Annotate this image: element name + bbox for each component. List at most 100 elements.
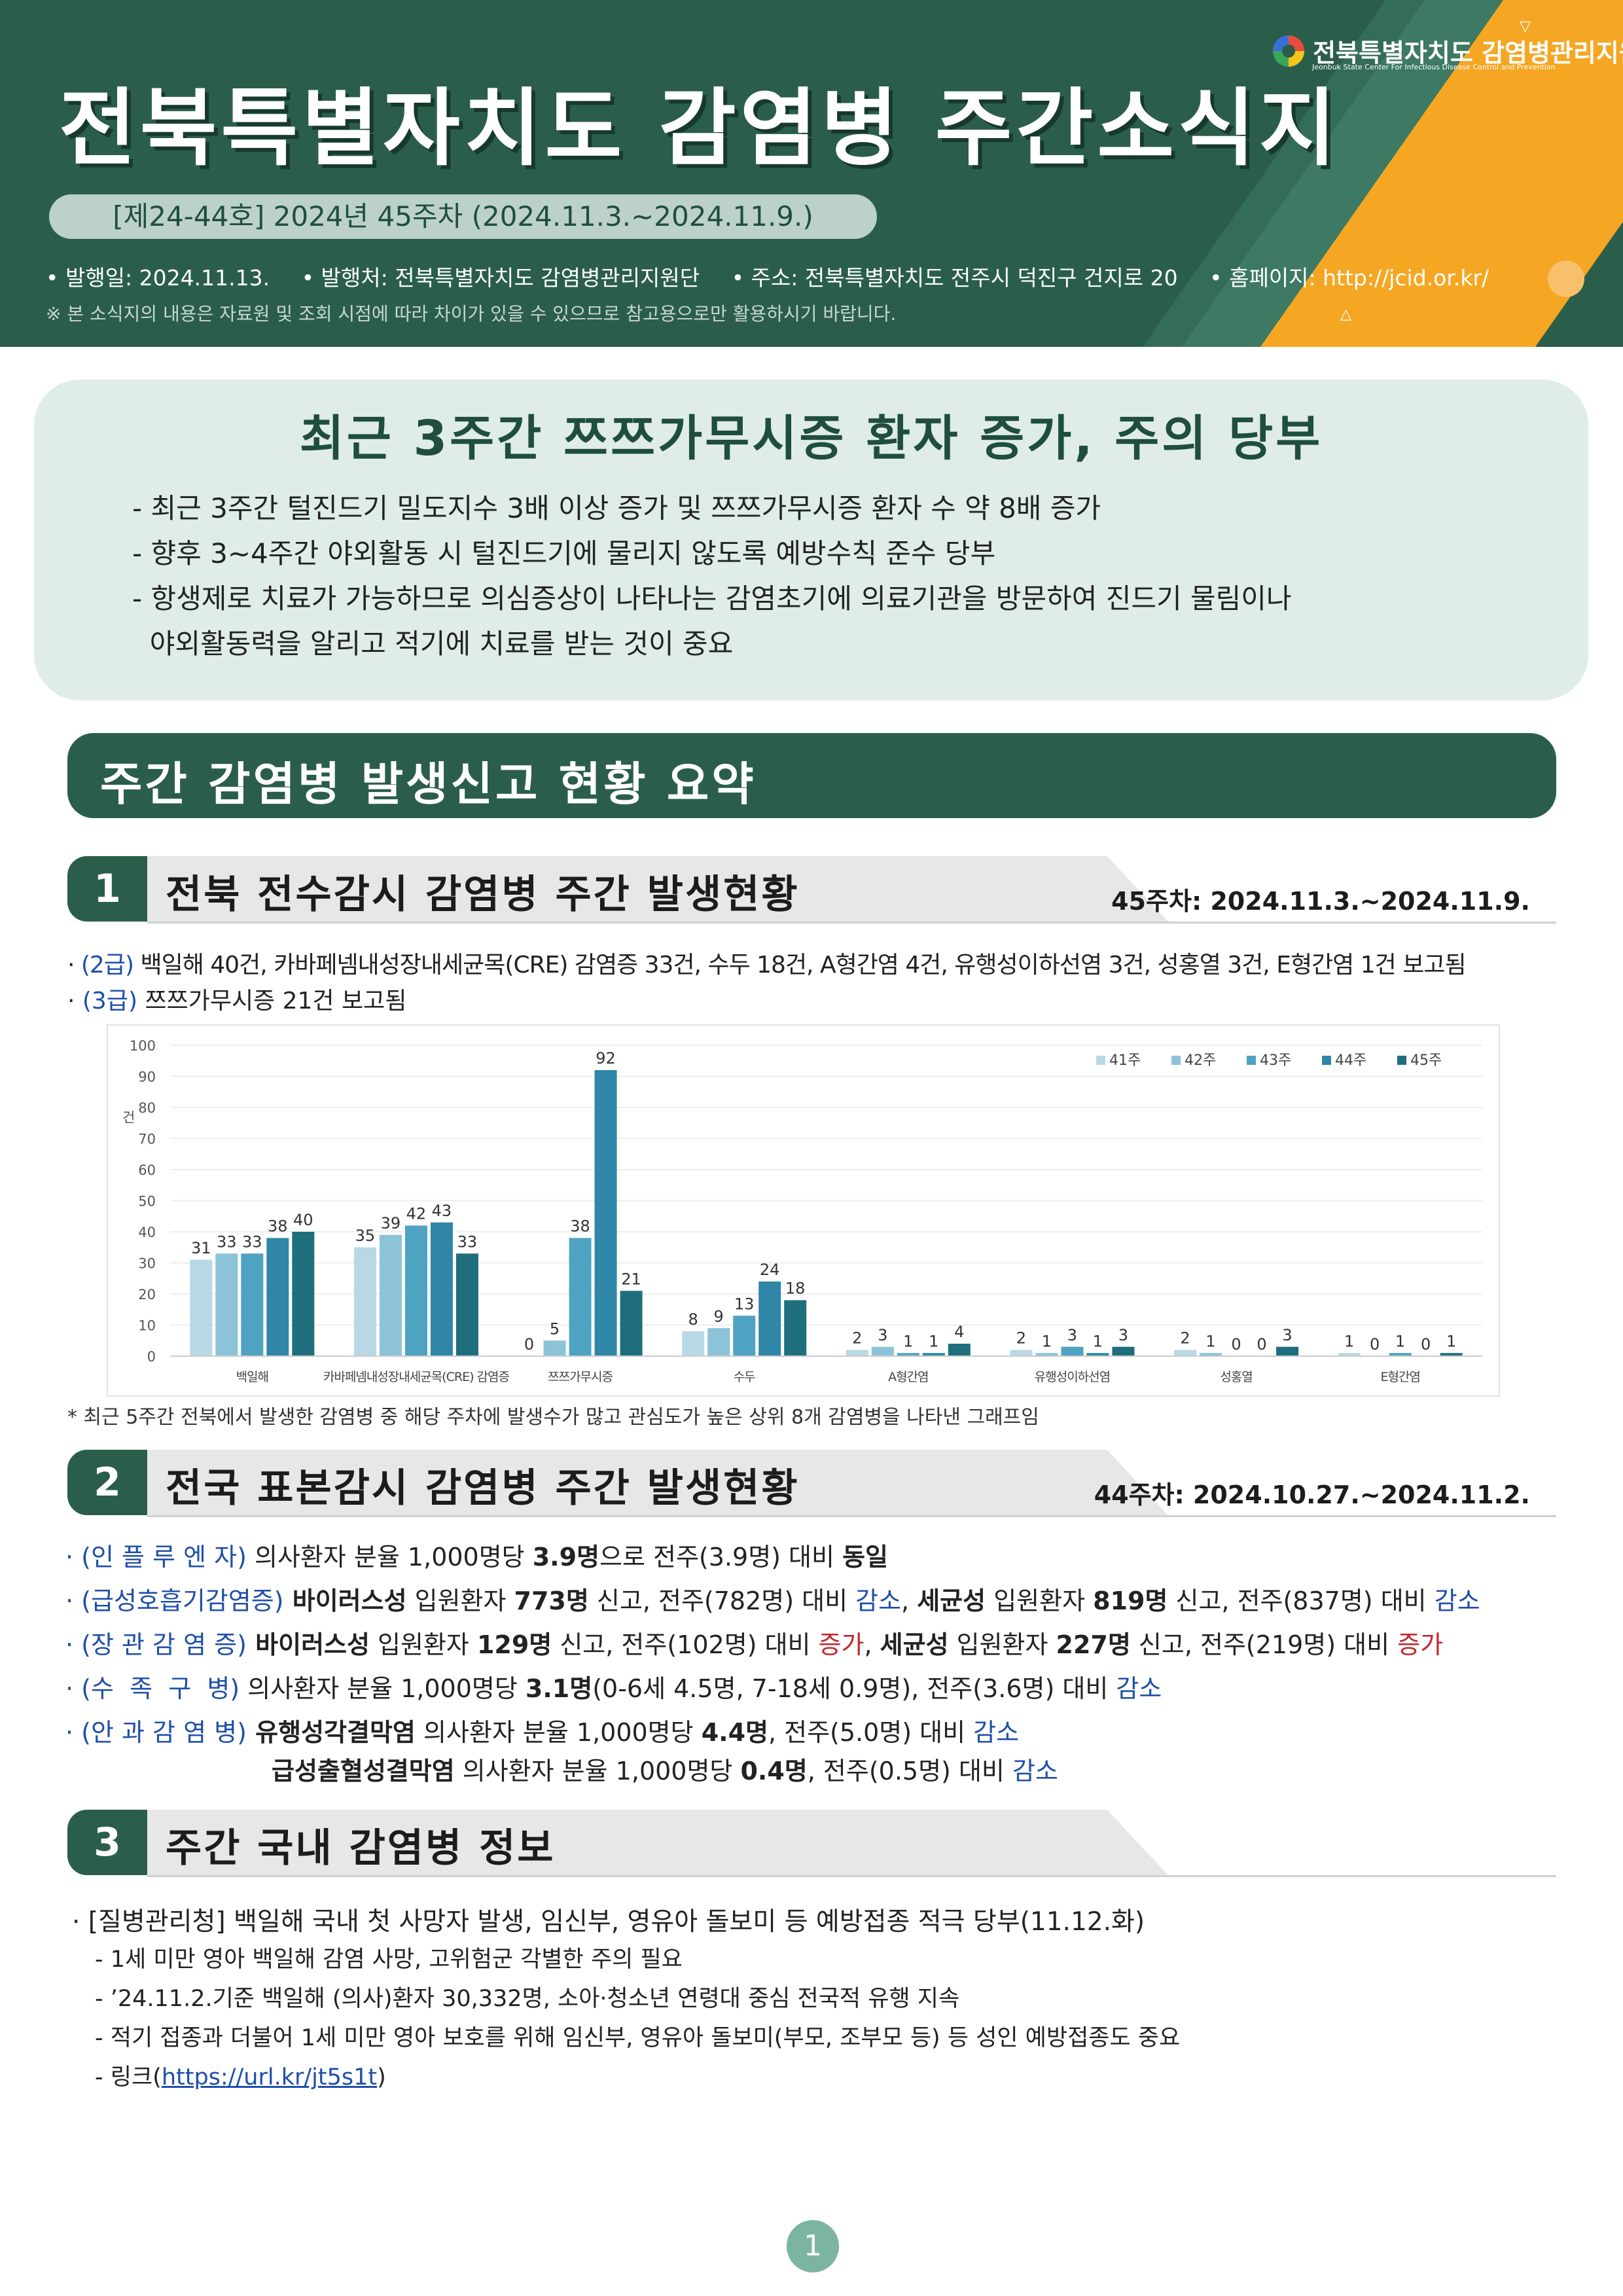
bar [1035,1353,1058,1356]
grade2-text: 백일해 40건, 카바페넴내성장내세균목(CRE) 감염증 33건, 수두 18… [134,952,1466,978]
trend: 감소 [855,1587,902,1615]
text: 의사환자 분율 1,000명당 [454,1757,741,1785]
value: 4.4명 [701,1718,768,1747]
bar-value-label: 38 [570,1217,590,1236]
logo-subtitle: Jeonbuk State Center For Infectious Dise… [1312,63,1556,71]
bar-value-label: 42 [406,1205,427,1223]
text: 바이러스성 [283,1587,407,1615]
bar-value-label: 3 [878,1326,887,1344]
enteric-line: · (장 관 감 염 증) 바이러스성 입원환자 129명 신고, 전주(102… [65,1624,1443,1660]
bar-value-label: 92 [596,1049,616,1067]
y-tick-label: 20 [138,1287,156,1302]
bar [784,1300,807,1356]
legend-swatch [1247,1056,1256,1065]
text: 바이러스성 [246,1630,370,1659]
section-date: 44주차: 2024.10.27.~2024.11.2. [1094,1480,1530,1509]
bar [1086,1353,1109,1356]
bar [871,1346,894,1356]
grade2-line: · (2급) 백일해 40건, 카바페넴내성장내세균목(CRE) 감염증 33건… [67,952,1467,978]
org-logo: 전북특별자치도 감염병관리지원단 [1273,33,1623,69]
bar [1010,1350,1033,1356]
publication-info: • 발행일: 2024.11.13. • 발행처: 전북특별자치도 감염병관리지… [46,260,1514,292]
trend: 동일 [842,1543,888,1571]
bar [190,1259,213,1356]
bar-value-label: 0 [1370,1335,1380,1354]
legend-label: 42주 [1185,1052,1216,1069]
ari-label: · (급성호흡기감염증) [65,1587,284,1615]
bar [758,1282,781,1356]
text: 급성출혈성결막염 [272,1757,455,1785]
x-tick-label: 유행성이하선염 [1035,1370,1110,1384]
legend-swatch [1322,1056,1331,1065]
bar [922,1353,945,1356]
trend: 감소 [1116,1674,1162,1703]
bar [266,1238,289,1356]
value: 3.9명 [532,1543,600,1571]
news-link[interactable]: https://url.kr/jt5s1t [161,2064,378,2090]
bar [543,1340,566,1356]
text: 유행성각결막염 [246,1718,416,1747]
bar [353,1247,376,1356]
bar [948,1344,971,1356]
bar [1440,1353,1463,1356]
bar [1389,1353,1412,1356]
weekly-cases-chart: 0 10 20 30 40 50 60 70 80 90 100 건 31 33 33 38 40 백일해 35 39… [107,1024,1500,1397]
section-date: 45주차: 2024.11.3.~2024.11.9. [1111,887,1530,916]
bar-value-label: 40 [293,1211,313,1229]
legend-label: 44주 [1335,1052,1366,1069]
section-number: 3 [67,1810,147,1875]
bar-value-label: 2 [852,1329,862,1348]
text: 신고, 전주(102명) 대비 [552,1630,819,1659]
text: 신고, 전주(782명) 대비 [588,1587,856,1615]
news-item: - 1세 미만 영아 백일해 감염 사망, 고위험군 각별한 주의 필요 [95,1946,683,1973]
text: 신고, 전주(837명) 대비 [1168,1587,1435,1615]
hfmd-line: · (수 족 구 병) 의사환자 분율 1,000명당 3.1명(0-6세 4.… [65,1668,1162,1704]
grade3-label: (3급) [82,988,138,1014]
x-tick-label: 백일해 [236,1370,268,1384]
address: • 주소: 전북특별자치도 전주시 덕진구 건지로 20 [731,265,1178,291]
bar [1061,1346,1084,1356]
grade3-text: 쯔쯔가무시증 21건 보고됨 [137,988,407,1014]
legend-swatch [1397,1056,1406,1065]
publisher: • 발행처: 전북특별자치도 감염병관리지원단 [301,265,700,291]
value: 0.4명 [740,1757,808,1785]
hfmd-label: · (수 족 구 병) [65,1674,240,1703]
bar [620,1291,643,1356]
section-3-header: 3 주간 국내 감염병 정보 [67,1810,1556,1877]
y-tick-label: 30 [138,1256,156,1272]
bar [241,1253,264,1356]
bar [1338,1353,1361,1356]
bar-value-label: 33 [457,1232,478,1251]
bar-value-label: 8 [688,1310,698,1329]
bar-value-label: 38 [268,1217,288,1236]
text: 세균성 [880,1630,949,1659]
bar [404,1225,427,1356]
x-tick-label: 성홍열 [1220,1370,1252,1384]
legend-label: 45주 [1410,1052,1442,1069]
legend-label: 43주 [1260,1052,1291,1069]
text: (0-6세 4.5명, 7-18세 0.9명), 전주(3.6명) 대비 [592,1674,1116,1703]
bar-value-label: 3 [1118,1326,1128,1344]
triangle-down-icon: ▽ [1520,18,1531,35]
bar-value-label: 3 [1067,1326,1077,1344]
bar-value-label: 21 [621,1270,641,1288]
bar-value-label: 18 [785,1280,806,1298]
bar-value-label: 13 [734,1295,755,1313]
bar-value-label: 5 [550,1319,560,1338]
news-link-line: - 링크(https://url.kr/jt5s1t) [95,2058,386,2092]
section-number: 2 [67,1450,147,1515]
section-1-header: 1 전북 전수감시 감염병 주간 발생현황 45주차: 2024.11.3.~2… [67,856,1556,924]
bar [707,1328,730,1356]
bar [897,1353,919,1356]
text: 입원환자 [986,1587,1094,1615]
text: 의사환자 분율 1,000명당 [246,1543,533,1571]
y-tick-label: 60 [138,1162,156,1178]
text: 세균성 [917,1587,986,1615]
section-divider [147,1875,1556,1877]
bar [1174,1350,1197,1356]
value: 819명 [1093,1587,1168,1615]
bar [1276,1346,1299,1356]
homepage-link[interactable]: • 홈페이지: http://jcid.or.kr/ [1209,265,1489,291]
text: , [864,1630,880,1659]
text: 신고, 전주(219명) 대비 [1130,1630,1398,1659]
